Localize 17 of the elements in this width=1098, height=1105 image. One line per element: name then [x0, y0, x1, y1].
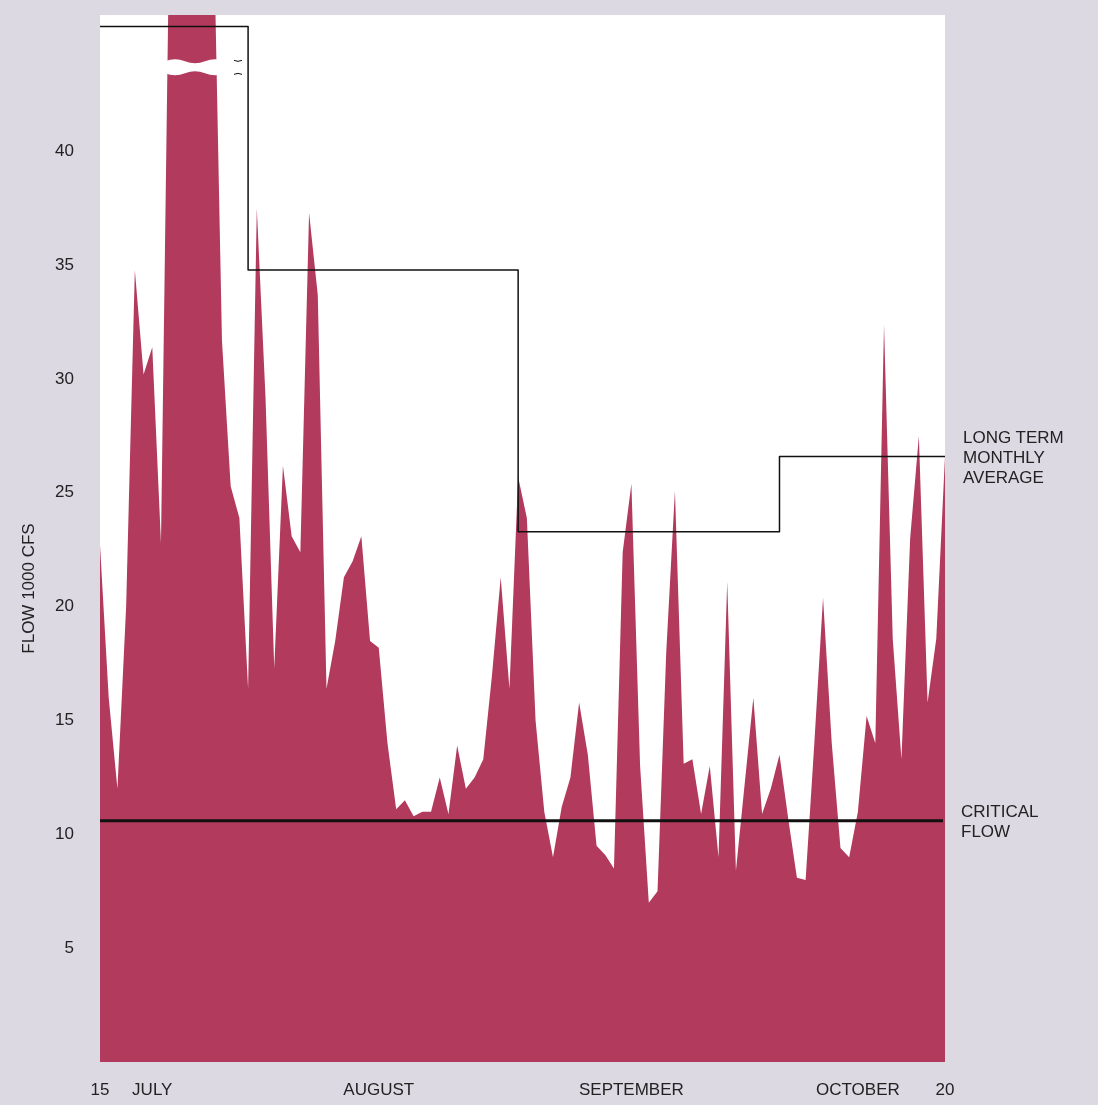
- y-axis-title: FLOW 1000 CFS: [19, 523, 38, 654]
- x-tick-label: 15: [90, 1080, 110, 1099]
- x-tick-label: OCTOBER: [816, 1080, 900, 1099]
- x-tick-label: JULY: [132, 1080, 173, 1099]
- y-tick-label: 5: [64, 937, 74, 957]
- ref-line-label: CRITICAL FLOW: [961, 801, 1039, 841]
- y-tick-label: 20: [55, 596, 74, 616]
- y-tick-label: 35: [55, 254, 74, 274]
- x-tick-label: 20: [935, 1080, 955, 1099]
- y-tick-label: 15: [55, 710, 74, 730]
- y-tick-label: 30: [55, 368, 74, 388]
- y-tick-label: 25: [55, 482, 74, 502]
- x-tick-label: AUGUST: [343, 1080, 415, 1099]
- y-tick-label: 40: [55, 141, 74, 161]
- series-label: LONG TERM MONTHLY AVERAGE: [963, 427, 1064, 487]
- y-tick-label: 10: [55, 823, 74, 843]
- x-tick-label: SEPTEMBER: [578, 1080, 684, 1099]
